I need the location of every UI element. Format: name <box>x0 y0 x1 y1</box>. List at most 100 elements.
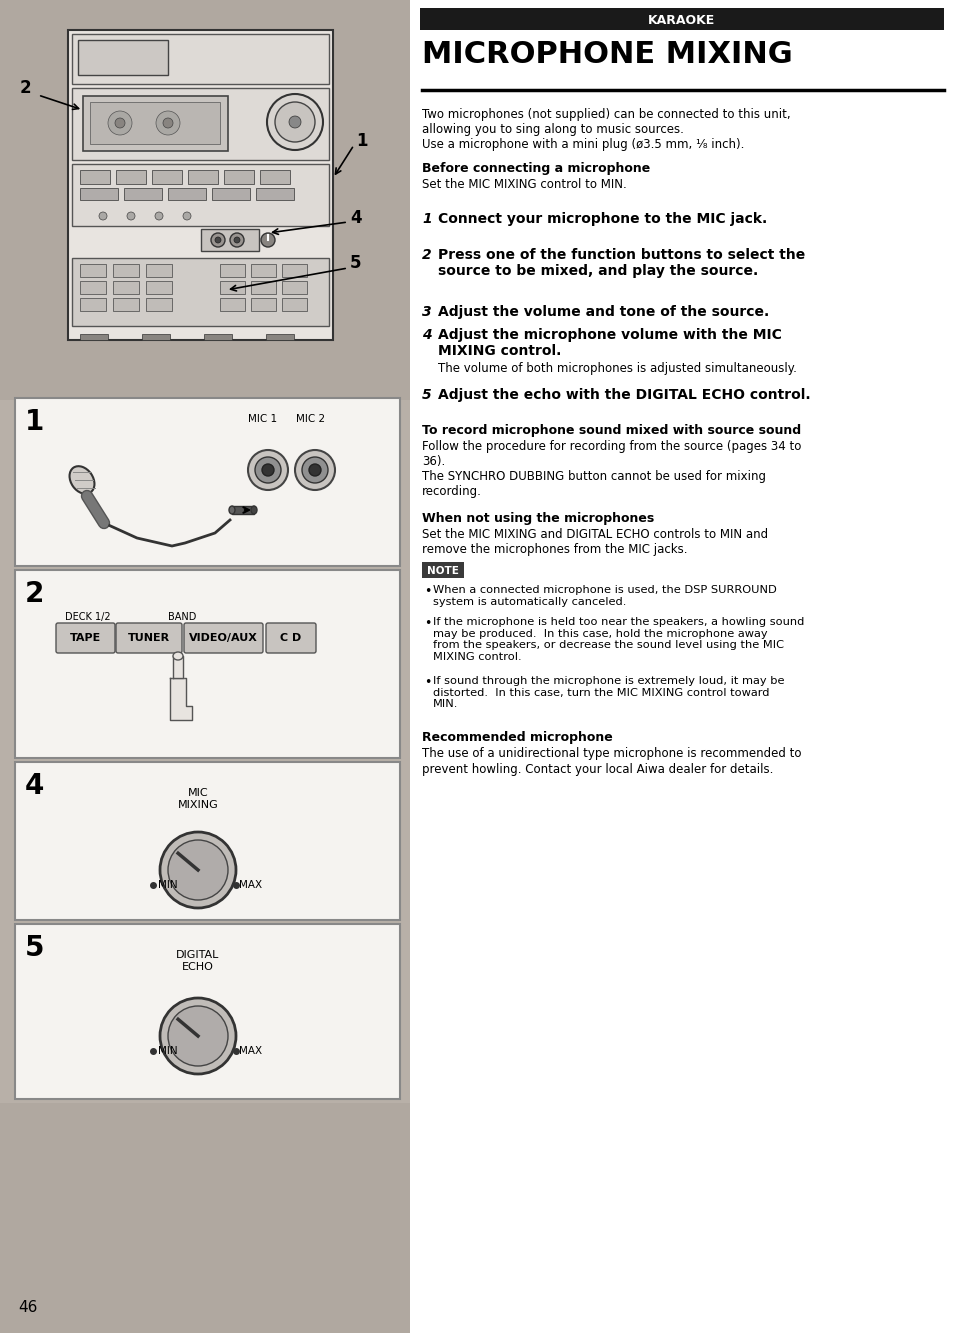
Bar <box>15 399 399 567</box>
Text: KARAOKE: KARAOKE <box>648 13 715 27</box>
Bar <box>124 188 162 200</box>
Circle shape <box>99 212 107 220</box>
FancyBboxPatch shape <box>56 623 115 653</box>
Circle shape <box>230 233 244 247</box>
Circle shape <box>214 237 221 243</box>
Text: Set the MIC MIXING and DIGITAL ECHO controls to MIN and
remove the microphones f: Set the MIC MIXING and DIGITAL ECHO cont… <box>421 528 767 556</box>
FancyBboxPatch shape <box>266 623 315 653</box>
Text: 5: 5 <box>421 388 431 403</box>
Text: 1: 1 <box>421 212 431 227</box>
Bar <box>220 264 245 277</box>
Text: The volume of both microphones is adjusted simultaneously.: The volume of both microphones is adjust… <box>437 363 796 375</box>
Bar <box>71 164 329 227</box>
Text: 5: 5 <box>350 255 361 272</box>
Text: 2: 2 <box>25 580 45 608</box>
Text: BAND: BAND <box>168 612 196 623</box>
Bar <box>282 264 307 277</box>
Bar <box>15 571 399 758</box>
Bar <box>0 0 410 1333</box>
Text: If sound through the microphone is extremely loud, it may be
distorted.  In this: If sound through the microphone is extre… <box>433 676 783 709</box>
Text: •: • <box>423 585 431 599</box>
Text: 4: 4 <box>350 209 361 227</box>
Bar <box>282 299 307 311</box>
Polygon shape <box>170 678 192 720</box>
Circle shape <box>289 116 301 128</box>
Circle shape <box>261 233 274 247</box>
Text: VIDEO/AUX: VIDEO/AUX <box>189 633 257 643</box>
Circle shape <box>168 1006 228 1066</box>
Ellipse shape <box>70 467 94 493</box>
Bar <box>220 299 245 311</box>
Bar <box>80 188 118 200</box>
Text: MIC 2: MIC 2 <box>295 415 325 424</box>
Bar <box>251 264 275 277</box>
Bar <box>152 171 182 184</box>
Bar <box>83 96 228 151</box>
Bar <box>112 281 139 295</box>
Bar <box>90 103 220 144</box>
Text: TAPE: TAPE <box>70 633 101 643</box>
Bar <box>251 281 275 295</box>
Text: 4: 4 <box>25 772 45 800</box>
Circle shape <box>115 119 125 128</box>
Bar <box>71 88 329 160</box>
Ellipse shape <box>229 507 234 515</box>
Text: 3: 3 <box>421 305 431 319</box>
Circle shape <box>156 111 180 135</box>
Circle shape <box>294 451 335 491</box>
Circle shape <box>267 95 323 151</box>
Circle shape <box>108 111 132 135</box>
Circle shape <box>154 212 163 220</box>
Circle shape <box>254 457 281 483</box>
Ellipse shape <box>172 652 183 660</box>
Text: MAX: MAX <box>239 1046 262 1056</box>
Text: Adjust the volume and tone of the source.: Adjust the volume and tone of the source… <box>437 305 768 319</box>
Text: TUNER: TUNER <box>128 633 170 643</box>
Text: Before connecting a microphone: Before connecting a microphone <box>421 163 650 175</box>
Text: MIN: MIN <box>158 880 177 890</box>
Circle shape <box>302 457 328 483</box>
Circle shape <box>248 451 288 491</box>
Bar <box>71 35 329 84</box>
Text: When a connected microphone is used, the DSP SURROUND
system is automatically ca: When a connected microphone is used, the… <box>433 585 776 607</box>
Text: To record microphone sound mixed with source sound: To record microphone sound mixed with so… <box>421 424 801 437</box>
Bar <box>15 762 399 920</box>
Bar <box>419 8 943 31</box>
Bar <box>204 335 232 340</box>
Text: When not using the microphones: When not using the microphones <box>421 512 654 525</box>
Bar <box>201 229 258 251</box>
Text: Press one of the function buttons to select the
source to be mixed, and play the: Press one of the function buttons to sel… <box>437 248 804 279</box>
Bar <box>146 264 172 277</box>
FancyBboxPatch shape <box>116 623 182 653</box>
Bar <box>266 335 294 340</box>
Bar <box>142 335 170 340</box>
Bar <box>232 507 253 515</box>
Text: Two microphones (not supplied) can be connected to this unit,
allowing you to si: Two microphones (not supplied) can be co… <box>421 108 790 151</box>
Bar <box>421 563 463 579</box>
Text: MIC 1: MIC 1 <box>248 415 276 424</box>
Text: Recommended microphone: Recommended microphone <box>421 732 612 745</box>
Text: 1: 1 <box>355 132 367 151</box>
Circle shape <box>183 212 191 220</box>
Bar <box>71 259 329 327</box>
Text: Adjust the echo with the DIGITAL ECHO control.: Adjust the echo with the DIGITAL ECHO co… <box>437 388 810 403</box>
FancyBboxPatch shape <box>184 623 263 653</box>
Circle shape <box>160 832 235 908</box>
Circle shape <box>160 998 235 1074</box>
Text: MIN: MIN <box>158 1046 177 1056</box>
Text: DECK 1/2: DECK 1/2 <box>65 612 111 623</box>
Bar <box>168 188 206 200</box>
Circle shape <box>163 119 172 128</box>
Ellipse shape <box>251 507 256 515</box>
Polygon shape <box>172 656 183 678</box>
Text: C D: C D <box>280 633 301 643</box>
Text: Follow the procedure for recording from the source (pages 34 to
36).
The SYNCHRO: Follow the procedure for recording from … <box>421 440 801 499</box>
Text: MICROPHONE MIXING: MICROPHONE MIXING <box>421 40 792 69</box>
Bar <box>0 1102 410 1333</box>
Circle shape <box>274 103 314 143</box>
Text: Connect your microphone to the MIC jack.: Connect your microphone to the MIC jack. <box>437 212 766 227</box>
Bar <box>0 0 410 400</box>
Text: •: • <box>423 617 431 631</box>
Bar <box>78 40 168 75</box>
Bar <box>80 281 106 295</box>
